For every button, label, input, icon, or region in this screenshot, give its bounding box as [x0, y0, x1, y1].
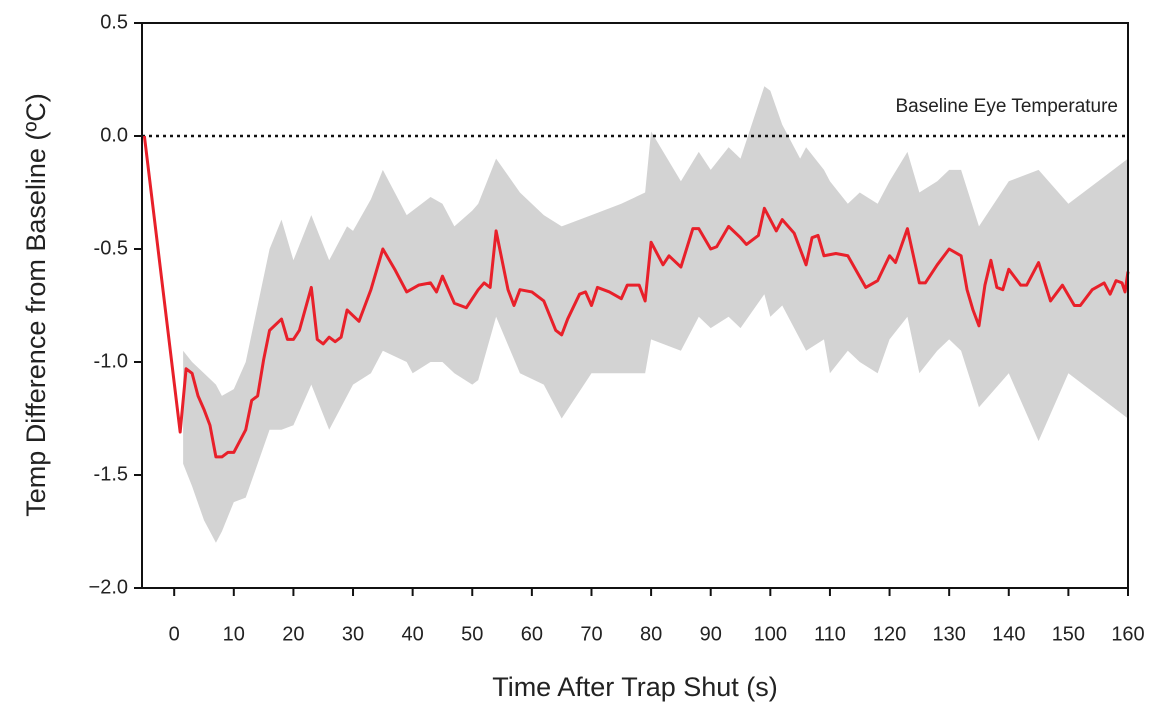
baseline-annotation: Baseline Eye Temperature: [896, 96, 1119, 117]
x-tick-label: 80: [640, 623, 662, 645]
x-tick-label: 110: [814, 623, 846, 645]
y-tick-label: -1.0: [94, 350, 128, 372]
y-tick-label: 0.5: [100, 11, 128, 33]
mean-line: [142, 135, 1130, 459]
x-tick-label: 40: [402, 623, 424, 645]
x-tick-label: 10: [223, 623, 245, 645]
plot-frame: [141, 22, 1129, 589]
x-tick-label: 60: [521, 623, 543, 645]
x-tick-label: 70: [580, 623, 602, 645]
x-tick-label: 140: [992, 623, 1025, 645]
x-tick-label: 160: [1111, 623, 1144, 645]
confidence-band: [183, 86, 1129, 543]
y-tick-label: −2.0: [89, 576, 128, 598]
y-tick-label: -0.5: [94, 237, 128, 259]
x-axis-label: Time After Trap Shut (s): [492, 672, 778, 702]
x-tick-label: 100: [754, 623, 787, 645]
x-tick-label: 130: [932, 623, 965, 645]
x-tick-label: 120: [873, 623, 906, 645]
x-tick-label: 150: [1052, 623, 1085, 645]
x-tick-label: 30: [342, 623, 364, 645]
y-tick-label: 0.0: [100, 124, 128, 146]
x-tick-label: 50: [461, 623, 483, 645]
x-tick-label: 90: [700, 623, 722, 645]
y-tick-label: -1.5: [94, 463, 128, 485]
y-axis-label: Temp Difference from Baseline (ºC): [21, 93, 51, 517]
x-tick-label: 0: [169, 623, 180, 645]
x-tick-label: 20: [282, 623, 304, 645]
